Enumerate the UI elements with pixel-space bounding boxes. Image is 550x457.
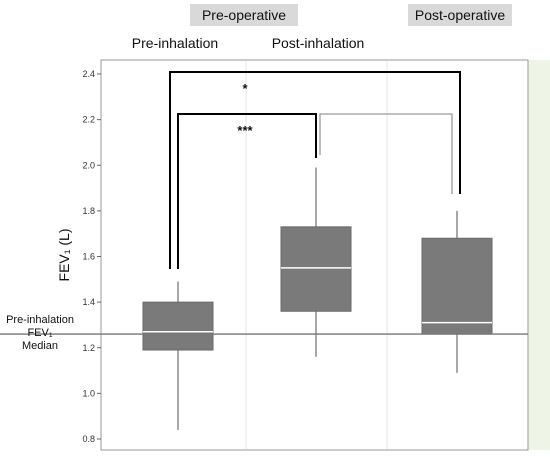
- box-body: [421, 237, 493, 335]
- significance-label: *: [242, 81, 248, 96]
- significance-brackets: ****: [169, 71, 461, 269]
- reference-line-label: Pre-inhalation FEV₁ Median: [6, 314, 74, 352]
- y-axis-ticks: 0.8 1.0 1.2 1.4 1.6 1.8 2.0 2.2 2.4: [82, 69, 101, 444]
- y-tick-label: 2.4: [82, 69, 95, 79]
- y-tick-label: 1.6: [82, 252, 95, 262]
- group-header-label: Pre-operative: [202, 7, 286, 23]
- group-headers: Pre-operative Post-operative: [190, 4, 512, 26]
- y-tick-label: 2.2: [82, 115, 95, 125]
- box-2: [421, 210, 493, 373]
- y-tick-label: 1.0: [82, 388, 95, 398]
- y-tick-label: 1.8: [82, 206, 95, 216]
- significance-bracket: [319, 113, 453, 194]
- y-tick-label: 2.0: [82, 160, 95, 170]
- y-tick-label: 0.8: [82, 434, 95, 444]
- box-body: [280, 226, 352, 312]
- boxes: [142, 167, 493, 430]
- y-axis-label: FEV₁ (L): [56, 229, 72, 282]
- reference-label-line: Median: [22, 340, 58, 352]
- significance-bracket: [177, 113, 317, 269]
- significance-label: ***: [237, 123, 253, 138]
- group-header-label: Post-operative: [415, 7, 505, 23]
- category-label: Pre-inhalation: [132, 35, 218, 51]
- box-0: [142, 281, 214, 430]
- box-body: [142, 301, 214, 351]
- box-1: [280, 167, 352, 357]
- reference-line-group: Pre-inhalation FEV₁ Median: [0, 314, 528, 352]
- reference-label-line: FEV₁: [27, 327, 52, 339]
- category-dividers: [245, 61, 388, 449]
- group-header-bg: [190, 4, 298, 26]
- y-tick-label: 1.2: [82, 343, 95, 353]
- group-header-bg: [408, 4, 512, 26]
- reference-label-line: Pre-inhalation: [6, 314, 74, 326]
- significance-bracket: [169, 71, 461, 269]
- y-tick-label: 1.4: [82, 297, 95, 307]
- category-labels: Pre-inhalation Post-inhalation: [132, 35, 365, 51]
- category-label: Post-inhalation: [272, 35, 365, 51]
- right-strip: [528, 60, 550, 450]
